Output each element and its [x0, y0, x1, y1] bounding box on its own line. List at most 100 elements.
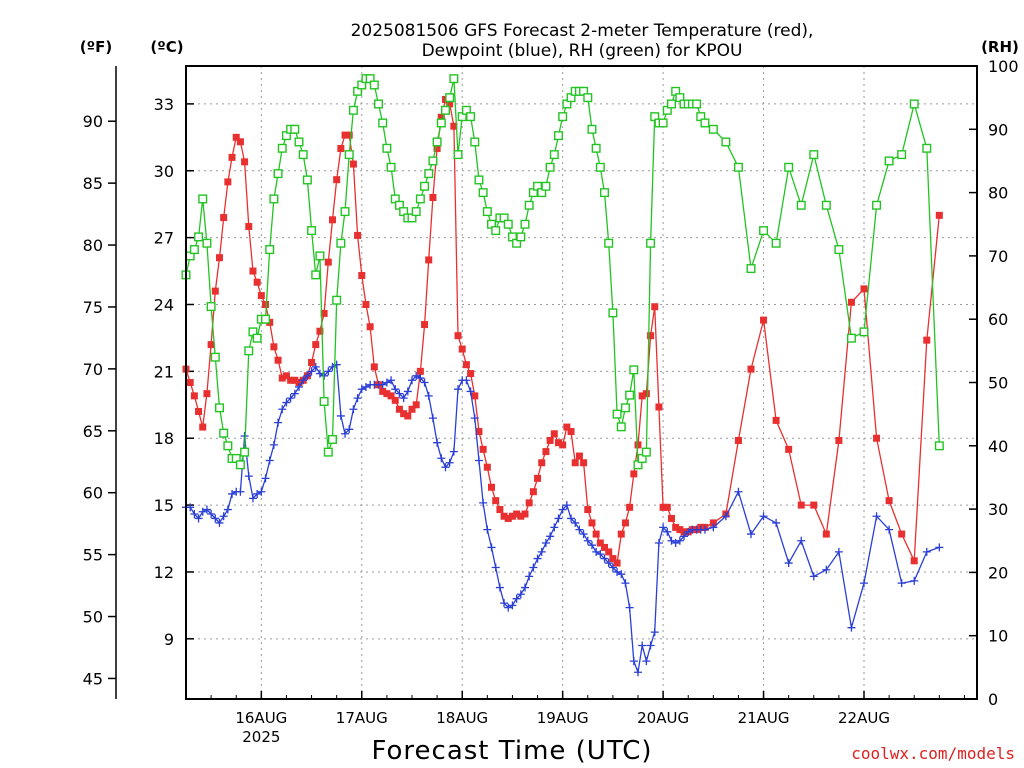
dewpoint-point — [759, 512, 768, 521]
rh-point — [348, 105, 358, 115]
rh-point — [240, 447, 250, 457]
rh-point — [771, 238, 781, 248]
temperature-point — [391, 396, 399, 404]
rh-point — [298, 150, 308, 160]
rh-point — [616, 422, 626, 432]
x-tick-label: 20AUG — [637, 709, 689, 727]
dewpoint-point — [629, 657, 638, 666]
dewpoint-point — [412, 371, 421, 380]
rh-tick-label: 70 — [988, 247, 1008, 266]
rh-point — [369, 80, 379, 90]
dewpoint-point — [797, 536, 806, 545]
dewpoint-point — [604, 559, 613, 568]
plot-frame — [185, 65, 978, 700]
rh-point — [470, 137, 480, 147]
rh-point — [219, 428, 229, 438]
dewpoint-point — [248, 494, 257, 503]
temperature-point — [529, 488, 537, 496]
dewpoint-point — [747, 530, 755, 539]
rh-point — [198, 194, 208, 204]
rh-point — [327, 434, 337, 444]
dewpoint-point — [529, 563, 538, 572]
dewpoint-point — [408, 376, 416, 385]
rh-point — [591, 143, 601, 153]
dewpoint-point — [495, 583, 504, 592]
dewpoint-point — [617, 570, 626, 579]
temperature-point — [546, 436, 554, 444]
dewpoint-point — [474, 456, 483, 465]
fahrenheit-tick-label: 85 — [83, 174, 103, 193]
dewpoint-point — [303, 371, 312, 380]
rh-point — [252, 333, 262, 343]
dewpoint-point — [215, 518, 224, 527]
rh-point — [516, 232, 526, 242]
rh-point — [382, 143, 392, 153]
temperature-point — [366, 323, 374, 331]
rh-point — [294, 137, 304, 147]
rh-point — [641, 447, 651, 457]
dewpoint-point — [897, 579, 906, 588]
dewpoint-point — [613, 567, 622, 576]
temperature-point — [651, 303, 659, 311]
temperature-point — [454, 332, 462, 340]
x-axis-title: Forecast Time (UTC) — [371, 736, 652, 766]
rh-point — [909, 99, 919, 109]
rh-point — [746, 264, 756, 274]
rh-point — [520, 219, 530, 229]
fahrenheit-tick-label: 65 — [83, 422, 103, 441]
temperature-point — [245, 222, 253, 230]
dewpoint-point — [454, 385, 463, 394]
temperature-point — [257, 292, 265, 300]
dewpoint-point — [521, 583, 529, 592]
temperature-point — [617, 530, 625, 538]
rh-point — [809, 150, 819, 160]
x-tick-label: 18AUG — [436, 709, 488, 727]
dewpoint-point — [671, 538, 680, 547]
rh-point — [261, 314, 271, 324]
dewpoint-point — [382, 378, 391, 387]
dewpoint-point — [244, 472, 253, 481]
dewpoint-point — [378, 380, 387, 389]
dewpoint-point — [809, 572, 818, 581]
temperature-point — [211, 287, 219, 295]
dewpoint-point — [784, 559, 793, 568]
temperature-point — [479, 445, 487, 453]
rh-point — [428, 156, 438, 166]
dewpoint-point — [675, 536, 684, 545]
dewpoint-point — [228, 489, 237, 498]
dewpoint-point — [395, 389, 404, 398]
dewpoint-point — [700, 525, 709, 534]
temperature-point — [320, 309, 328, 317]
dewpoint-point — [558, 505, 567, 514]
rh-point — [646, 238, 656, 248]
fahrenheit-unit-label: (ºF) — [80, 38, 112, 56]
temperature-point — [525, 499, 533, 507]
rh-point — [415, 194, 425, 204]
dewpoint-point — [596, 550, 605, 559]
rh-tick-label: 30 — [988, 500, 1008, 519]
rh-point — [319, 396, 329, 406]
rh-point — [340, 207, 350, 217]
temperature-point — [291, 376, 299, 384]
rh-point — [311, 270, 321, 280]
dewpoint-point — [299, 376, 308, 385]
dewpoint-point — [512, 594, 521, 603]
celsius-unit-label: (ºC) — [150, 38, 183, 56]
temperature-point — [571, 459, 579, 467]
temperature-point — [274, 356, 282, 364]
rh-point — [846, 333, 856, 343]
dewpoint-point — [667, 536, 676, 545]
dewpoint-point — [546, 532, 555, 541]
temperature-point — [521, 510, 529, 518]
temperature-point — [847, 298, 855, 306]
temperature-point — [190, 392, 198, 400]
rh-point — [541, 181, 551, 191]
rh-point — [206, 302, 216, 312]
temperature-point — [295, 379, 303, 386]
temperature-point — [483, 463, 491, 471]
rh-point — [934, 441, 944, 451]
temperature-point — [605, 548, 613, 556]
axes: 9 12 15 18 21 24 27 30 33 45 50 55 60 65 70 75 80 85 90 0 10… — [83, 57, 1019, 746]
dewpoint-point — [910, 576, 919, 585]
rh-point — [411, 207, 421, 217]
